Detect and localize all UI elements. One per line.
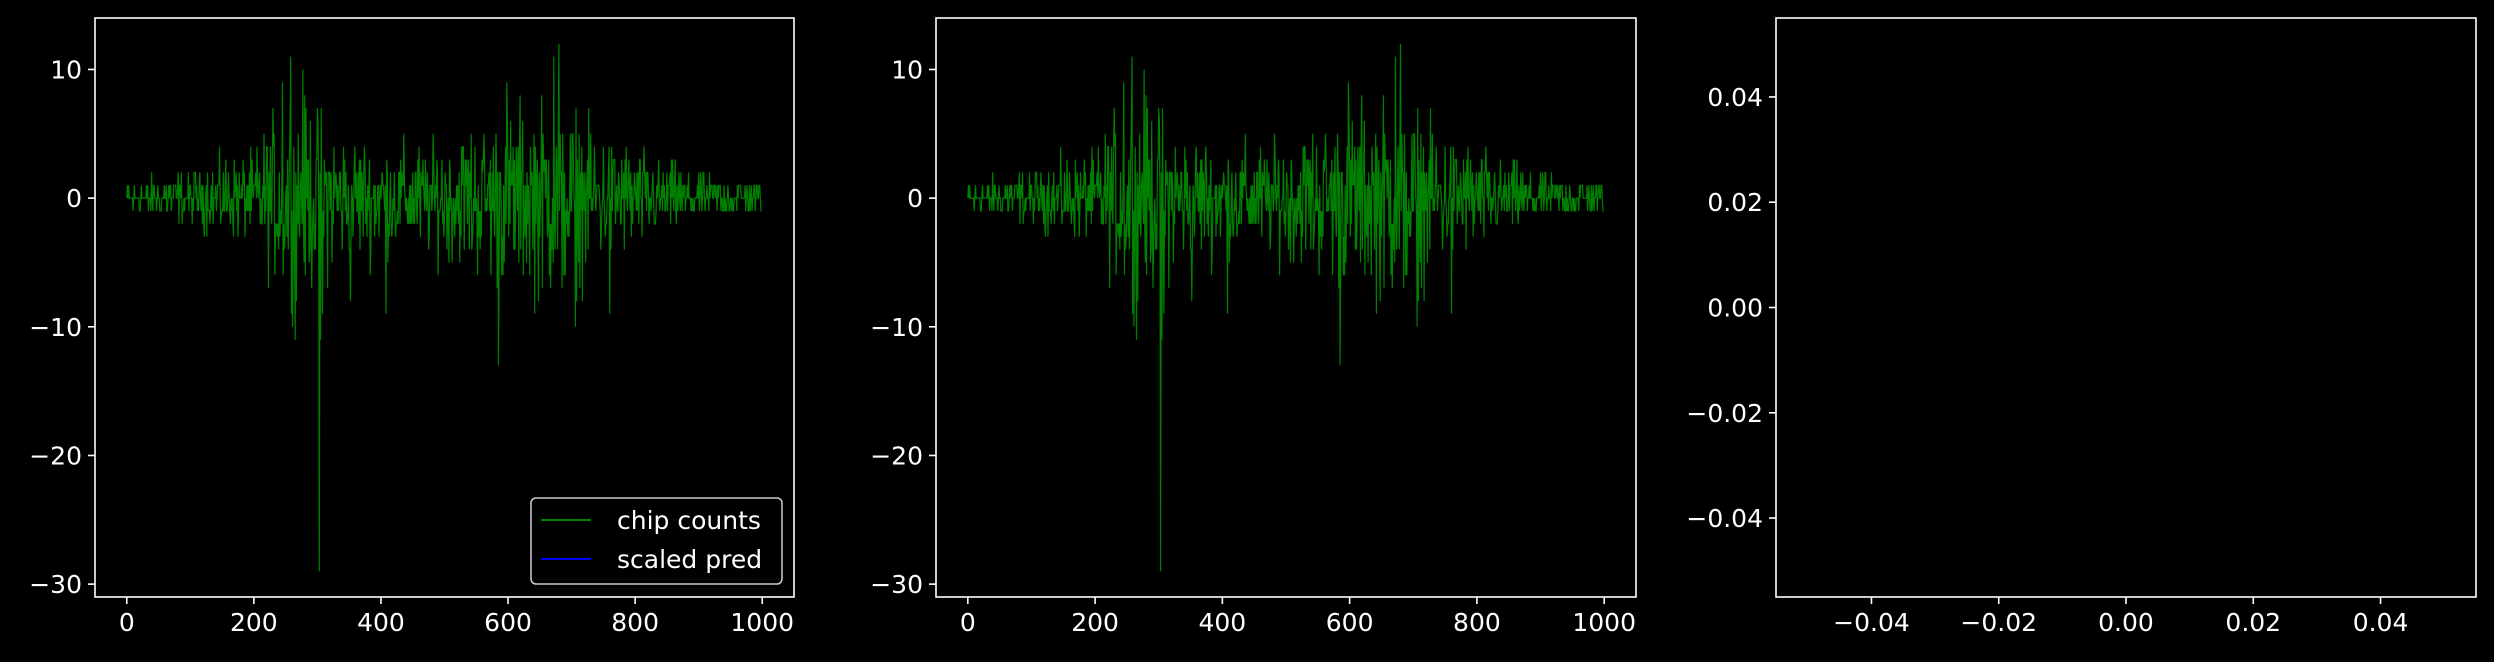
legend-frame	[530, 497, 783, 585]
y-tick-label: −10	[870, 313, 923, 342]
series-line	[967, 43, 1604, 572]
x-tick-label: 0.04	[2353, 608, 2409, 637]
middle-chart-panel: 0 200 400 600 800 1000 −30 −20 −10 0 10	[870, 17, 1637, 637]
x-tick-label: 200	[230, 608, 278, 637]
legend-label-scaled-pred: scaled pred	[617, 545, 762, 574]
y-tick-label: −0.04	[1686, 504, 1763, 533]
x-tick-label: 0	[960, 608, 976, 637]
y-tick-label: 10	[891, 55, 923, 84]
series-line	[126, 43, 762, 572]
plot-frame	[935, 17, 1637, 598]
x-tick-label: 600	[1326, 608, 1374, 637]
legend-label-chip-counts: chip counts	[617, 506, 761, 535]
y-tick-label: −0.02	[1686, 399, 1763, 428]
plot-frame	[94, 17, 795, 598]
left-chart-panel: 0 200 400 600 800 1000 −30 −20 −10 0 10	[29, 17, 795, 637]
y-tick-label: −20	[29, 441, 82, 470]
x-tick-label: −0.04	[1833, 608, 1910, 637]
x-tick-label: 0	[119, 608, 135, 637]
x-tick-label: 1000	[730, 608, 794, 637]
y-tick-label: −20	[870, 441, 923, 470]
y-tick-label: 0	[907, 184, 923, 213]
y-tick-label: 0	[66, 184, 82, 213]
y-tick-label: 0.02	[1707, 188, 1763, 217]
x-tick-label: 0.02	[2225, 608, 2281, 637]
y-tick-label: −10	[29, 313, 82, 342]
right-chart-panel: −0.04 −0.02 0.00 0.02 0.04 −0.04 −0.02 0.00 0.02…	[1686, 17, 2477, 637]
x-tick-label: 1000	[1572, 608, 1636, 637]
x-tick-label: 800	[611, 608, 659, 637]
y-tick-label: −30	[870, 570, 923, 599]
y-tick-label: −30	[29, 570, 82, 599]
x-tick-label: 400	[1199, 608, 1247, 637]
y-tick-label: 0.00	[1707, 294, 1763, 323]
x-tick-label: −0.02	[1960, 608, 2037, 637]
y-tick-label: 0.04	[1707, 83, 1763, 112]
y-tick-label: 10	[50, 55, 82, 84]
x-tick-label: 400	[357, 608, 405, 637]
x-tick-label: 800	[1453, 608, 1501, 637]
x-tick-label: 0.00	[2098, 608, 2154, 637]
x-tick-label: 600	[484, 608, 532, 637]
chart-legend: chip counts scaled pred	[530, 497, 783, 585]
x-tick-label: 200	[1071, 608, 1119, 637]
